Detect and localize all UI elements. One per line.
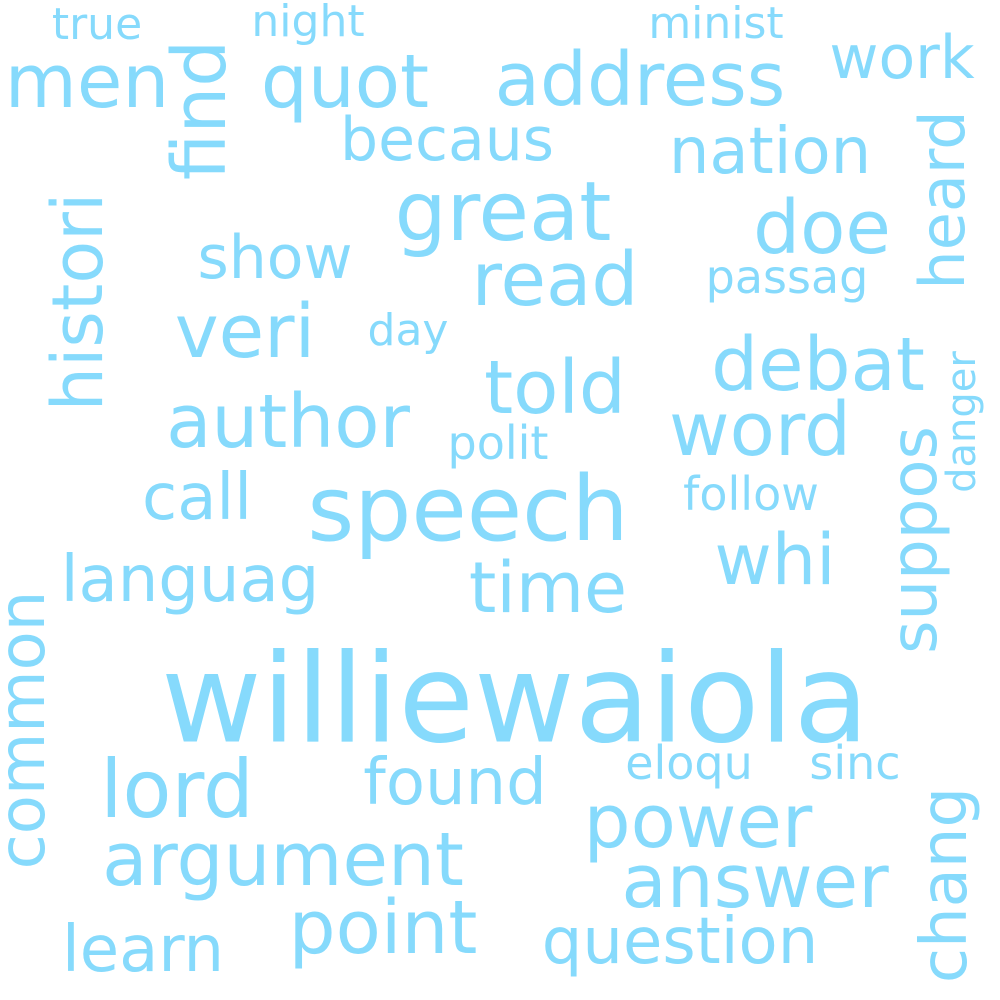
word-find: find xyxy=(157,39,243,181)
word-power: power xyxy=(583,779,813,865)
word-lord: lord xyxy=(100,743,254,836)
word-read: read xyxy=(471,237,639,323)
word-minist: minist xyxy=(648,0,784,49)
word-answer: answer xyxy=(621,839,889,925)
word-chang: chang xyxy=(908,786,982,984)
word-call: call xyxy=(142,461,252,535)
word-question: question xyxy=(541,905,819,979)
word-common: common xyxy=(0,590,60,870)
word-danger: danger xyxy=(939,351,985,493)
word-debat: debat xyxy=(711,322,925,408)
word-follow: follow xyxy=(683,467,819,521)
word-found: found xyxy=(363,746,547,820)
word-great: great xyxy=(394,165,612,260)
word-eloqu: eloqu xyxy=(625,736,753,790)
word-learn: learn xyxy=(61,913,225,987)
word-address: address xyxy=(494,37,786,123)
word-word: word xyxy=(669,387,851,473)
word-night: night xyxy=(251,0,365,47)
word-point: point xyxy=(288,885,478,971)
word-becaus: becaus xyxy=(339,105,555,175)
word-true: true xyxy=(51,0,143,50)
word-williewaiola: williewaiola xyxy=(161,628,869,772)
word-polit: polit xyxy=(447,416,549,470)
word-doe: doe xyxy=(753,185,891,271)
word-passag: passag xyxy=(705,250,869,304)
word-day: day xyxy=(367,305,449,356)
word-suppos: suppos xyxy=(878,426,952,654)
word-speech: speech xyxy=(307,457,629,562)
word-told: told xyxy=(484,345,626,431)
word-quot: quot xyxy=(260,39,430,125)
word-show: show xyxy=(197,223,353,293)
word-work: work xyxy=(829,23,975,93)
word-sinc: sinc xyxy=(809,736,901,790)
word-nation: nation xyxy=(668,115,872,189)
word-histori: histori xyxy=(37,192,119,412)
word-time: time xyxy=(468,547,628,629)
word-languag: languag xyxy=(60,543,320,617)
word-argument: argument xyxy=(102,817,464,903)
word-men: men xyxy=(4,39,170,125)
word-veri: veri xyxy=(174,289,316,375)
word-whi: whi xyxy=(714,519,836,601)
word-author: author xyxy=(166,379,410,465)
word-heard: heard xyxy=(906,110,979,290)
